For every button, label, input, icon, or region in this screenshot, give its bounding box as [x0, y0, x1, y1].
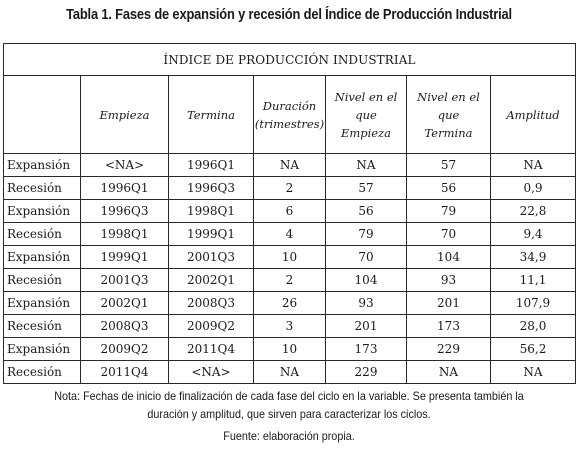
cell-amplitude: 56,2	[490, 337, 576, 361]
cell-amplitude: 22,8	[490, 199, 576, 223]
cell-level-end: 70	[406, 222, 491, 246]
cell-duration: NA	[253, 153, 326, 177]
cell-amplitude: NA	[490, 153, 576, 177]
table-row: Expansión 2002Q1 2008Q3 26 93 201 107,9	[3, 291, 576, 315]
cell-end: 2002Q1	[168, 268, 254, 292]
cell-amplitude: 34,9	[490, 245, 576, 269]
header-duration-line1: Duración	[262, 98, 317, 113]
cell-phase: Expansión	[3, 291, 81, 315]
table-row: Recesión 1996Q1 1996Q3 2 57 56 0,9	[3, 176, 576, 200]
cell-level-start: 79	[325, 222, 407, 246]
cell-phase: Recesión	[3, 268, 81, 292]
header-level-end-line2: Termina	[424, 125, 473, 140]
cell-duration: 26	[253, 291, 326, 315]
cell-level-end: NA	[406, 360, 491, 384]
cell-level-start: 104	[325, 268, 407, 292]
table-source: Fuente: elaboración propia.	[223, 429, 355, 443]
table-row: Expansión 1999Q1 2001Q3 10 70 104 34,9	[3, 245, 576, 269]
table-note: Nota: Fechas de inicio de finalización d…	[54, 389, 524, 421]
cell-level-end: 79	[406, 199, 491, 223]
header-level-end-line1: Nivel en el que	[417, 89, 480, 122]
cell-end: 2011Q4	[168, 337, 254, 361]
cell-level-end: 229	[406, 337, 491, 361]
table-row: Recesión 2001Q3 2002Q1 2 104 93 11,1	[3, 268, 576, 292]
cell-phase: Expansión	[3, 199, 81, 223]
cell-end: <NA>	[168, 360, 254, 384]
table-caption: Tabla 1. Fases de expansión y recesión d…	[66, 6, 512, 23]
cell-start: 2008Q3	[80, 314, 169, 338]
cell-start: 2011Q4	[80, 360, 169, 384]
header-level-start: Nivel en el que Empieza	[325, 75, 407, 154]
cell-phase: Recesión	[3, 222, 81, 246]
cell-start: 2001Q3	[80, 268, 169, 292]
table-title: ÍNDICE DE PRODUCCIÓN INDUSTRIAL	[3, 43, 576, 76]
cell-level-start: 229	[325, 360, 407, 384]
header-row: Empieza Termina Duración (trimestres) Niv…	[3, 75, 576, 154]
table-row: Expansión 2009Q2 2011Q4 10 173 229 56,2	[3, 337, 576, 361]
header-start: Empieza	[80, 75, 169, 154]
cell-end: 2008Q3	[168, 291, 254, 315]
cell-level-end: 56	[406, 176, 491, 200]
cell-level-start: 56	[325, 199, 407, 223]
cell-amplitude: 0,9	[490, 176, 576, 200]
table-row: Expansión 1996Q3 1998Q1 6 56 79 22,8	[3, 199, 576, 223]
cell-end: 1996Q3	[168, 176, 254, 200]
header-end: Termina	[168, 75, 254, 154]
cell-duration: NA	[253, 360, 326, 384]
header-level-start-line2: Empieza	[340, 125, 392, 140]
cell-phase: Expansión	[3, 245, 81, 269]
cell-phase: Expansión	[3, 153, 81, 177]
cell-level-start: 93	[325, 291, 407, 315]
header-level-start-line1: Nivel en el que	[334, 89, 398, 122]
cell-end: 2001Q3	[168, 245, 254, 269]
table-row: Recesión 2008Q3 2009Q2 3 201 173 28,0	[3, 314, 576, 338]
header-amplitude: Amplitud	[490, 75, 576, 154]
cell-level-end: 57	[406, 153, 491, 177]
cell-duration: 2	[253, 176, 326, 200]
cell-duration: 10	[253, 337, 326, 361]
header-duration-line2: (trimestres)	[254, 116, 325, 131]
cell-amplitude: 107,9	[490, 291, 576, 315]
cell-level-end: 104	[406, 245, 491, 269]
cell-start: 1996Q1	[80, 176, 169, 200]
cell-level-start: 57	[325, 176, 407, 200]
cell-level-start: 201	[325, 314, 407, 338]
cell-level-start: NA	[325, 153, 407, 177]
cell-start: 2009Q2	[80, 337, 169, 361]
cell-end: 2009Q2	[168, 314, 254, 338]
header-duration: Duración (trimestres)	[253, 75, 326, 154]
cell-end: 1996Q1	[168, 153, 254, 177]
cell-end: 1998Q1	[168, 199, 254, 223]
cell-amplitude: 11,1	[490, 268, 576, 292]
cell-phase: Recesión	[3, 360, 81, 384]
industrial-production-table: ÍNDICE DE PRODUCCIÓN INDUSTRIAL Empieza …	[3, 43, 576, 384]
cell-level-start: 173	[325, 337, 407, 361]
table-row: Expansión <NA> 1996Q1 NA NA 57 NA	[3, 153, 576, 177]
header-phase	[3, 75, 81, 154]
cell-duration: 10	[253, 245, 326, 269]
table-row: Recesión 2011Q4 <NA> NA 229 NA NA	[3, 360, 576, 384]
table-row: Recesión 1998Q1 1999Q1 4 79 70 9,4	[3, 222, 576, 246]
cell-start: 1996Q3	[80, 199, 169, 223]
cell-duration: 4	[253, 222, 326, 246]
cell-phase: Recesión	[3, 314, 81, 338]
cell-end: 1999Q1	[168, 222, 254, 246]
cell-amplitude: NA	[490, 360, 576, 384]
cell-level-start: 70	[325, 245, 407, 269]
cell-level-end: 173	[406, 314, 491, 338]
cell-duration: 6	[253, 199, 326, 223]
cell-start: 1999Q1	[80, 245, 169, 269]
cell-amplitude: 28,0	[490, 314, 576, 338]
cell-level-end: 93	[406, 268, 491, 292]
cell-duration: 3	[253, 314, 326, 338]
cell-duration: 2	[253, 268, 326, 292]
cell-start: <NA>	[80, 153, 169, 177]
cell-start: 2002Q1	[80, 291, 169, 315]
cell-level-end: 201	[406, 291, 491, 315]
cell-start: 1998Q1	[80, 222, 169, 246]
cell-phase: Recesión	[3, 176, 81, 200]
header-level-end: Nivel en el que Termina	[406, 75, 491, 154]
cell-amplitude: 9,4	[490, 222, 576, 246]
cell-phase: Expansión	[3, 337, 81, 361]
